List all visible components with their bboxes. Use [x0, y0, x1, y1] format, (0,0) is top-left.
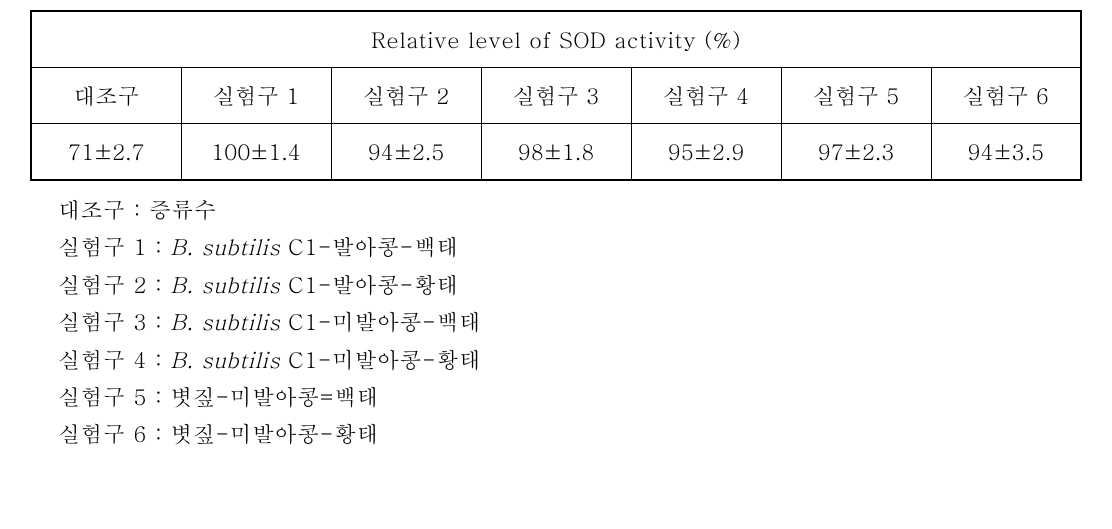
table-header-cell: 실험구 6 [931, 68, 1081, 124]
legend-label: 실험구 1 : [58, 231, 170, 262]
legend-line: 실험구 6 : 볏짚-미발아콩-황태 [58, 415, 1082, 452]
table-header-row: 대조구 실험구 1 실험구 2 실험구 3 실험구 4 실험구 5 실험구 6 [31, 68, 1081, 124]
legend-label: 실험구 6 : [58, 418, 170, 449]
table-value-cell: 98±1.8 [481, 124, 631, 181]
table-header-cell: 실험구 2 [331, 68, 481, 124]
legend-rest: C1-미발아콩-황태 [280, 344, 481, 375]
legend-rest: 볏짚-미발아콩-황태 [170, 418, 379, 449]
legend-line: 실험구 1 : B. subtilis C1-발아콩-백태 [58, 228, 1082, 265]
legend-italic: B. subtilis [170, 306, 280, 337]
table-value-cell: 100±1.4 [181, 124, 331, 181]
table-value-cell: 94±3.5 [931, 124, 1081, 181]
legend-italic: B. subtilis [170, 231, 280, 262]
legend-line: 실험구 2 : B. subtilis C1-발아콩-황태 [58, 266, 1082, 303]
table-value-cell: 97±2.3 [781, 124, 931, 181]
sod-activity-table: Relative level of SOD activity (%) 대조구 실… [30, 10, 1082, 181]
table-value-cell: 71±2.7 [31, 124, 181, 181]
table-header-cell: 실험구 3 [481, 68, 631, 124]
legend-line: 실험구 3 : B. subtilis C1-미발아콩-백태 [58, 303, 1082, 340]
legend-line: 실험구 4 : B. subtilis C1-미발아콩-황태 [58, 341, 1082, 378]
table-value-cell: 94±2.5 [331, 124, 481, 181]
legend-line: 대조구 : 증류수 [58, 191, 1082, 228]
legend-italic: B. subtilis [170, 269, 280, 300]
table-header-cell: 실험구 5 [781, 68, 931, 124]
legend-rest: 볏짚-미발아콩=백태 [170, 381, 379, 412]
table-header-cell: 실험구 4 [631, 68, 781, 124]
legend-rest: C1-발아콩-황태 [280, 269, 459, 300]
legend-rest: C1-발아콩-백태 [280, 231, 459, 262]
table-header-cell: 실험구 1 [181, 68, 331, 124]
legend-label: 실험구 2 : [58, 269, 170, 300]
legend-rest: C1-미발아콩-백태 [280, 306, 481, 337]
legend-rest: 증류수 [149, 194, 217, 225]
legend-label: 실험구 5 : [58, 381, 170, 412]
legend-line: 실험구 5 : 볏짚-미발아콩=백태 [58, 378, 1082, 415]
legend-italic: B. subtilis [170, 344, 280, 375]
table-value-cell: 95±2.9 [631, 124, 781, 181]
legend-label: 실험구 3 : [58, 306, 170, 337]
legend: 대조구 : 증류수 실험구 1 : B. subtilis C1-발아콩-백태 … [30, 191, 1082, 453]
table-title-row: Relative level of SOD activity (%) [31, 11, 1081, 68]
legend-label: 실험구 4 : [58, 344, 170, 375]
legend-label: 대조구 : [58, 194, 149, 225]
table-title: Relative level of SOD activity (%) [31, 11, 1081, 68]
table-header-cell: 대조구 [31, 68, 181, 124]
table-value-row: 71±2.7 100±1.4 94±2.5 98±1.8 95±2.9 97±2… [31, 124, 1081, 181]
